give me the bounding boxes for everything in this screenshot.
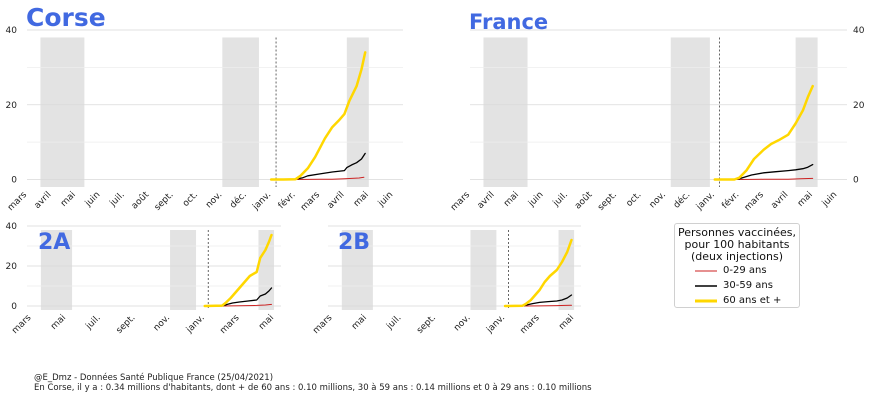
shaded-period-corse-0	[40, 37, 85, 187]
xtick-label-france-10: janv.	[694, 190, 717, 213]
xtick-label-france-3: juin	[526, 190, 545, 209]
series-line-corse-2	[269, 51, 367, 181]
legend-swatch-60-plus	[695, 299, 717, 302]
xtick-label-france-14: mai	[796, 190, 815, 209]
xtick-label-2b-0: mars	[311, 313, 334, 336]
xtick-label-corse-1: avril	[33, 190, 54, 211]
shaded-period-france-1	[670, 37, 710, 187]
legend-swatch-0-29	[695, 270, 717, 271]
ytick-label-2a-20: 20	[6, 262, 18, 272]
xtick-label-2b-1: mai	[350, 313, 369, 332]
xtick-label-corse-13: avril	[326, 190, 347, 211]
xtick-label-france-5: août	[573, 190, 595, 212]
footer-population: En Corse, il y a : 0.34 millions d'habit…	[34, 383, 592, 393]
xtick-label-2a-6: mars	[218, 313, 241, 336]
xtick-label-france-9: déc.	[671, 189, 692, 210]
panel-title-2a: 2A	[38, 230, 70, 255]
footer-source: @E_Dmz - Données Santé Publique France (…	[34, 373, 274, 383]
panel-title-corse: Corse	[26, 3, 106, 32]
xtick-label-2b-3: sept.	[415, 313, 438, 336]
xtick-label-france-15: juin	[820, 190, 839, 209]
xtick-label-corse-4: juil.	[108, 190, 127, 209]
ytick-label-corse-40: 40	[6, 26, 18, 36]
xtick-label-corse-3: juin	[83, 190, 102, 209]
xtick-label-2a-5: janv.	[184, 313, 207, 336]
ytick-label-corse-20: 20	[6, 101, 18, 111]
legend-label-30-59: 30-59 ans	[723, 280, 773, 291]
shaded-period-france-2	[795, 37, 818, 187]
xtick-label-corse-12: mars	[299, 190, 322, 213]
xtick-label-france-4: juil.	[551, 190, 570, 209]
xtick-label-corse-7: oct.	[181, 190, 200, 209]
xtick-label-2a-4: nov.	[152, 313, 172, 333]
series-line-corse-0	[270, 176, 365, 180]
xtick-label-2a-7: mai	[257, 313, 276, 332]
legend-item-60-plus: 60 ans et +	[695, 293, 799, 308]
xtick-label-corse-15: juin	[376, 190, 395, 209]
xtick-label-corse-6: sept.	[153, 190, 176, 213]
ytick-label-2a-40: 40	[6, 222, 18, 232]
xtick-label-corse-0: mars	[6, 190, 29, 213]
xtick-label-2b-4: nov.	[452, 313, 472, 333]
xtick-label-2a-2: juil.	[84, 313, 103, 332]
xtick-label-corse-10: janv.	[250, 190, 273, 213]
panel-title-france: France	[469, 10, 548, 34]
xtick-label-france-11: févr.	[720, 189, 742, 211]
xtick-label-france-6: sept.	[596, 190, 619, 213]
xtick-label-france-13: avril	[769, 190, 790, 211]
shaded-period-2b-0	[341, 230, 373, 310]
ytick-label-france-0: 0	[853, 176, 859, 186]
xtick-label-france-8: nov.	[648, 190, 668, 210]
ytick-label-france-40: 40	[853, 26, 865, 36]
xtick-label-france-2: mai	[502, 190, 521, 209]
xtick-label-2b-6: mars	[519, 313, 542, 336]
xtick-label-corse-14: mai	[352, 190, 371, 209]
xtick-label-2a-3: sept.	[115, 313, 138, 336]
legend-item-30-59: 30-59 ans	[695, 278, 799, 293]
legend-swatch-30-59	[695, 284, 717, 287]
ytick-label-corse-0: 0	[11, 176, 17, 186]
ytick-label-2a-0: 0	[11, 302, 17, 312]
xtick-label-2b-5: janv.	[484, 313, 507, 336]
xtick-label-corse-9: déc.	[228, 189, 249, 210]
series-line-2a-2	[203, 233, 273, 308]
shaded-period-2b-1	[470, 230, 497, 310]
shaded-period-2b-2	[558, 230, 575, 310]
shaded-period-france-0	[483, 37, 528, 187]
series-line-france-2	[713, 84, 814, 181]
xtick-label-corse-11: févr.	[276, 189, 298, 211]
shaded-period-2a-2	[258, 230, 275, 310]
xtick-label-france-0: mars	[449, 190, 472, 213]
legend: Personnes vaccinées, pour 100 habitants …	[674, 223, 800, 308]
series-line-2b-2	[503, 238, 573, 308]
shaded-period-corse-2	[346, 37, 369, 187]
xtick-label-2b-7: mai	[557, 313, 576, 332]
xtick-label-france-1: avril	[476, 190, 497, 211]
panel-title-2b: 2B	[338, 230, 370, 255]
xtick-label-corse-5: août	[130, 190, 152, 212]
xtick-label-2b-2: juil.	[384, 313, 403, 332]
legend-label-0-29: 0-29 ans	[723, 265, 767, 276]
legend-title: Personnes vaccinées, pour 100 habitants …	[677, 226, 797, 263]
xtick-label-france-12: mars	[743, 190, 766, 213]
shaded-period-2a-0	[40, 230, 73, 310]
shaded-period-2a-1	[170, 230, 197, 310]
shaded-period-corse-1	[222, 37, 259, 187]
xtick-label-corse-2: mai	[59, 190, 78, 209]
ytick-label-france-20: 20	[853, 101, 865, 111]
xtick-label-2a-1: mai	[49, 313, 68, 332]
xtick-label-corse-8: nov.	[204, 190, 224, 210]
legend-label-60-plus: 60 ans et +	[723, 295, 782, 306]
series-line-2a-1	[204, 287, 273, 307]
xtick-label-2a-0: mars	[10, 313, 33, 336]
xtick-label-france-7: oct.	[624, 190, 643, 209]
legend-item-0-29: 0-29 ans	[695, 263, 799, 278]
